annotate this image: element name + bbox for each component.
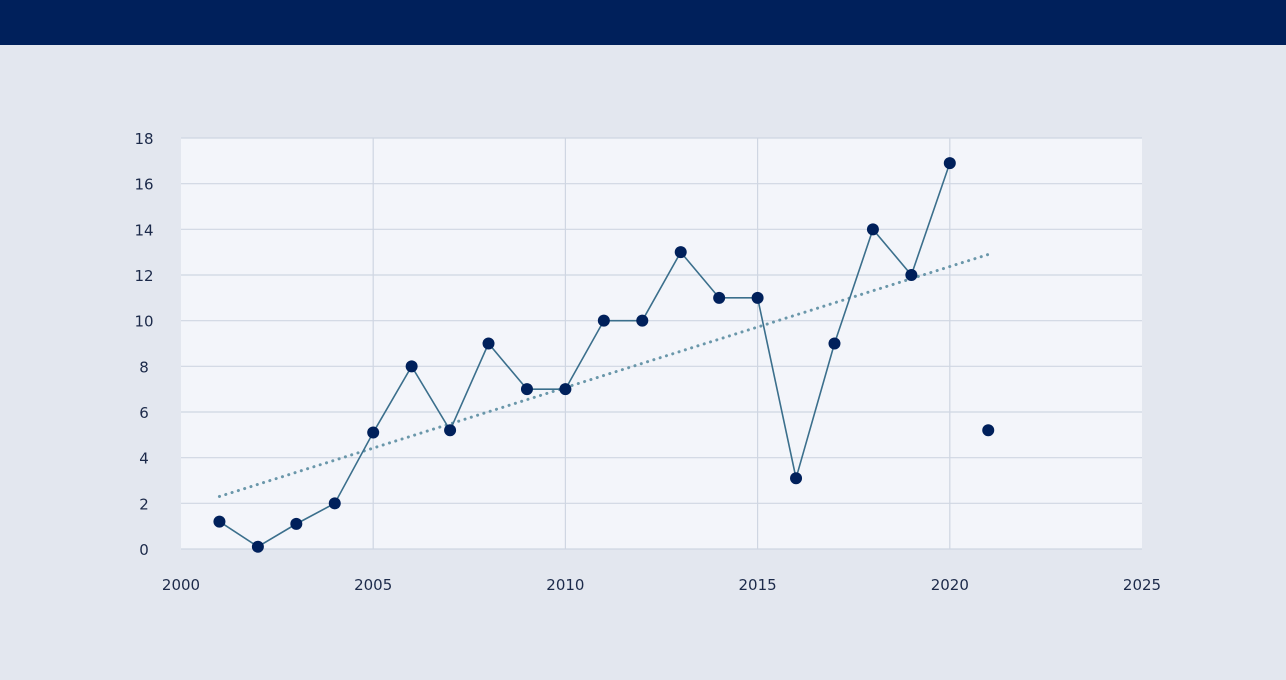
data-point <box>251 540 264 553</box>
series-line-group <box>219 162 951 548</box>
trendline <box>217 252 990 498</box>
y-tick-label: 8 <box>139 358 149 376</box>
x-axis-tick-labels: 2000 2005 2010 2015 2020 2025 <box>162 576 1161 594</box>
data-point <box>713 291 726 304</box>
data-point <box>866 223 879 236</box>
x-tick-label: 2010 <box>546 576 584 594</box>
plot-area <box>181 138 1142 549</box>
data-point <box>213 515 226 528</box>
grid-lines <box>181 137 1142 550</box>
x-tick-label: 2000 <box>162 576 200 594</box>
x-tick-label: 2015 <box>739 576 777 594</box>
y-tick-label: 4 <box>139 450 149 468</box>
data-point <box>597 314 610 327</box>
data-point <box>674 246 687 259</box>
y-tick-label: 2 <box>139 495 149 513</box>
trendline-group <box>217 252 990 498</box>
y-tick-label: 6 <box>139 404 149 422</box>
data-point <box>290 517 303 530</box>
data-point <box>520 383 533 396</box>
data-point <box>405 360 418 373</box>
y-axis-tick-labels: 0 2 4 6 8 10 12 14 16 18 <box>134 130 153 559</box>
data-point <box>328 497 341 510</box>
data-point <box>905 269 918 281</box>
y-tick-label: 14 <box>134 221 153 239</box>
data-point <box>559 383 572 396</box>
data-point <box>982 424 995 437</box>
y-tick-label: 12 <box>134 267 153 285</box>
data-point <box>790 472 803 485</box>
y-tick-label: 0 <box>139 541 149 559</box>
data-point <box>444 424 457 437</box>
y-tick-label: 16 <box>134 176 153 194</box>
data-point <box>367 426 380 439</box>
data-point <box>751 291 764 304</box>
x-tick-label: 2025 <box>1123 576 1161 594</box>
data-points <box>213 157 995 553</box>
data-point <box>943 157 956 170</box>
header-bar <box>0 0 1286 45</box>
series-line <box>219 162 951 548</box>
data-point <box>482 337 495 350</box>
y-tick-label: 10 <box>134 313 153 331</box>
x-tick-label: 2020 <box>931 576 969 594</box>
y-tick-label: 18 <box>134 130 153 148</box>
data-point <box>636 314 649 327</box>
data-point <box>828 337 841 350</box>
x-tick-label: 2005 <box>354 576 392 594</box>
